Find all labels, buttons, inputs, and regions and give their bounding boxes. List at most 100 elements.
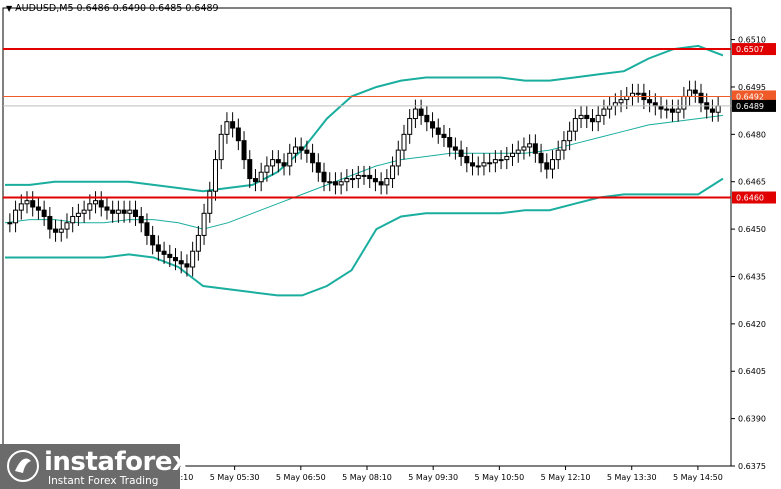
candle-body bbox=[452, 146, 458, 151]
level-tag-label: 0.6507 bbox=[736, 45, 764, 54]
candle-body bbox=[447, 137, 453, 148]
y-tick-label: 0.6390 bbox=[738, 415, 766, 424]
candle-body bbox=[424, 114, 430, 123]
candle-body bbox=[212, 159, 218, 192]
band-line bbox=[5, 177, 724, 297]
open-value: 0.6486 bbox=[76, 3, 110, 14]
candle-body bbox=[698, 92, 704, 104]
collapse-triangle-icon[interactable]: ▼ bbox=[6, 4, 13, 13]
candle-body bbox=[464, 155, 470, 164]
candle-body bbox=[161, 250, 167, 255]
plot-frame bbox=[2, 7, 732, 467]
level-tag-label: 0.6460 bbox=[736, 194, 764, 203]
candle-body bbox=[412, 108, 418, 120]
candle-body bbox=[258, 171, 264, 183]
candle-body bbox=[195, 234, 201, 252]
y-tick-label: 0.6480 bbox=[738, 130, 766, 139]
candle-body bbox=[390, 165, 396, 180]
candle-body bbox=[492, 159, 498, 164]
candle-body bbox=[87, 203, 93, 211]
candle-body bbox=[367, 174, 373, 180]
brand-tagline: Instant Forex Trading bbox=[48, 475, 159, 487]
candle-body bbox=[418, 108, 424, 116]
high-value: 0.6490 bbox=[112, 3, 147, 14]
candle-body bbox=[58, 228, 64, 233]
candle-body bbox=[150, 234, 156, 246]
candle-body bbox=[681, 95, 687, 110]
candle-body bbox=[13, 209, 19, 224]
candle-body bbox=[595, 114, 601, 123]
candle-body bbox=[144, 222, 150, 236]
candle-body bbox=[578, 114, 584, 120]
candle-body bbox=[173, 257, 179, 262]
y-tick-label: 0.6375 bbox=[738, 462, 766, 471]
candle-body bbox=[315, 162, 321, 173]
candle-body bbox=[93, 200, 99, 205]
candle-body bbox=[321, 171, 327, 183]
candle-body bbox=[98, 200, 104, 208]
y-tick-label: 0.6465 bbox=[738, 178, 766, 187]
candle-body bbox=[241, 140, 247, 161]
candle-body bbox=[669, 108, 675, 113]
candle-body bbox=[458, 149, 464, 157]
candle-body bbox=[75, 212, 81, 217]
x-tick-label: 5 May 05:30 bbox=[210, 473, 260, 482]
current-price-label: 0.6489 bbox=[736, 102, 764, 111]
candle-body bbox=[104, 206, 110, 211]
candle-body bbox=[133, 209, 139, 217]
candle-body bbox=[178, 260, 184, 265]
y-tick-label: 0.6495 bbox=[738, 83, 766, 92]
candle-body bbox=[332, 181, 338, 186]
y-tick-label: 0.6420 bbox=[738, 320, 766, 329]
candle-body bbox=[155, 244, 161, 252]
candle-body bbox=[498, 159, 504, 162]
candle-body bbox=[635, 92, 641, 95]
candle-body bbox=[538, 152, 544, 164]
candle-body bbox=[470, 162, 476, 167]
candle-body bbox=[618, 99, 624, 104]
candle-body bbox=[430, 121, 436, 129]
candle-body bbox=[18, 203, 24, 211]
candle-body bbox=[7, 222, 13, 225]
candle-body bbox=[401, 133, 407, 151]
candle-body bbox=[287, 152, 293, 167]
y-tick-label: 0.6510 bbox=[738, 36, 766, 45]
candle-body bbox=[298, 146, 304, 151]
candle-body bbox=[41, 209, 47, 217]
candle-body bbox=[138, 215, 144, 224]
x-tick-label: 5 May 06:50 bbox=[276, 473, 326, 482]
candle-body bbox=[184, 263, 190, 268]
level-tag-label: 0.6492 bbox=[736, 92, 764, 101]
candle-body bbox=[584, 114, 590, 120]
candle-body bbox=[487, 162, 493, 165]
y-tick-label: 0.6435 bbox=[738, 272, 766, 281]
x-tick-label: 5 May 10:50 bbox=[474, 473, 524, 482]
x-tick-label: 5 May 09:30 bbox=[408, 473, 458, 482]
candle-body bbox=[53, 228, 59, 233]
logo-mark-icon bbox=[7, 450, 39, 482]
brand-name: instaforex bbox=[44, 447, 189, 477]
candle-body bbox=[350, 178, 356, 181]
candle-body bbox=[338, 181, 344, 186]
candle-body bbox=[372, 178, 378, 183]
candle-body bbox=[127, 209, 133, 214]
candle-body bbox=[310, 152, 316, 164]
level-tag bbox=[732, 43, 776, 56]
chart-header: ▼ AUDUSD,M5 0.6486 0.6490 0.6485 0.6489 bbox=[6, 3, 219, 14]
candle-body bbox=[647, 99, 653, 104]
candle-body bbox=[275, 159, 281, 164]
candle-body bbox=[384, 178, 390, 186]
candle-body bbox=[344, 178, 350, 183]
candle-body bbox=[549, 159, 555, 170]
candle-body bbox=[395, 149, 401, 167]
candle-body bbox=[247, 159, 253, 180]
candle-body bbox=[30, 200, 36, 208]
candle-body bbox=[532, 143, 538, 154]
candle-body bbox=[110, 209, 116, 214]
candle-body bbox=[521, 146, 527, 151]
x-tick-label: 5 May 14:50 bbox=[673, 473, 723, 482]
y-tick-label: 0.6450 bbox=[738, 225, 766, 234]
close-value: 0.6489 bbox=[185, 3, 219, 14]
candle-body bbox=[292, 146, 298, 154]
